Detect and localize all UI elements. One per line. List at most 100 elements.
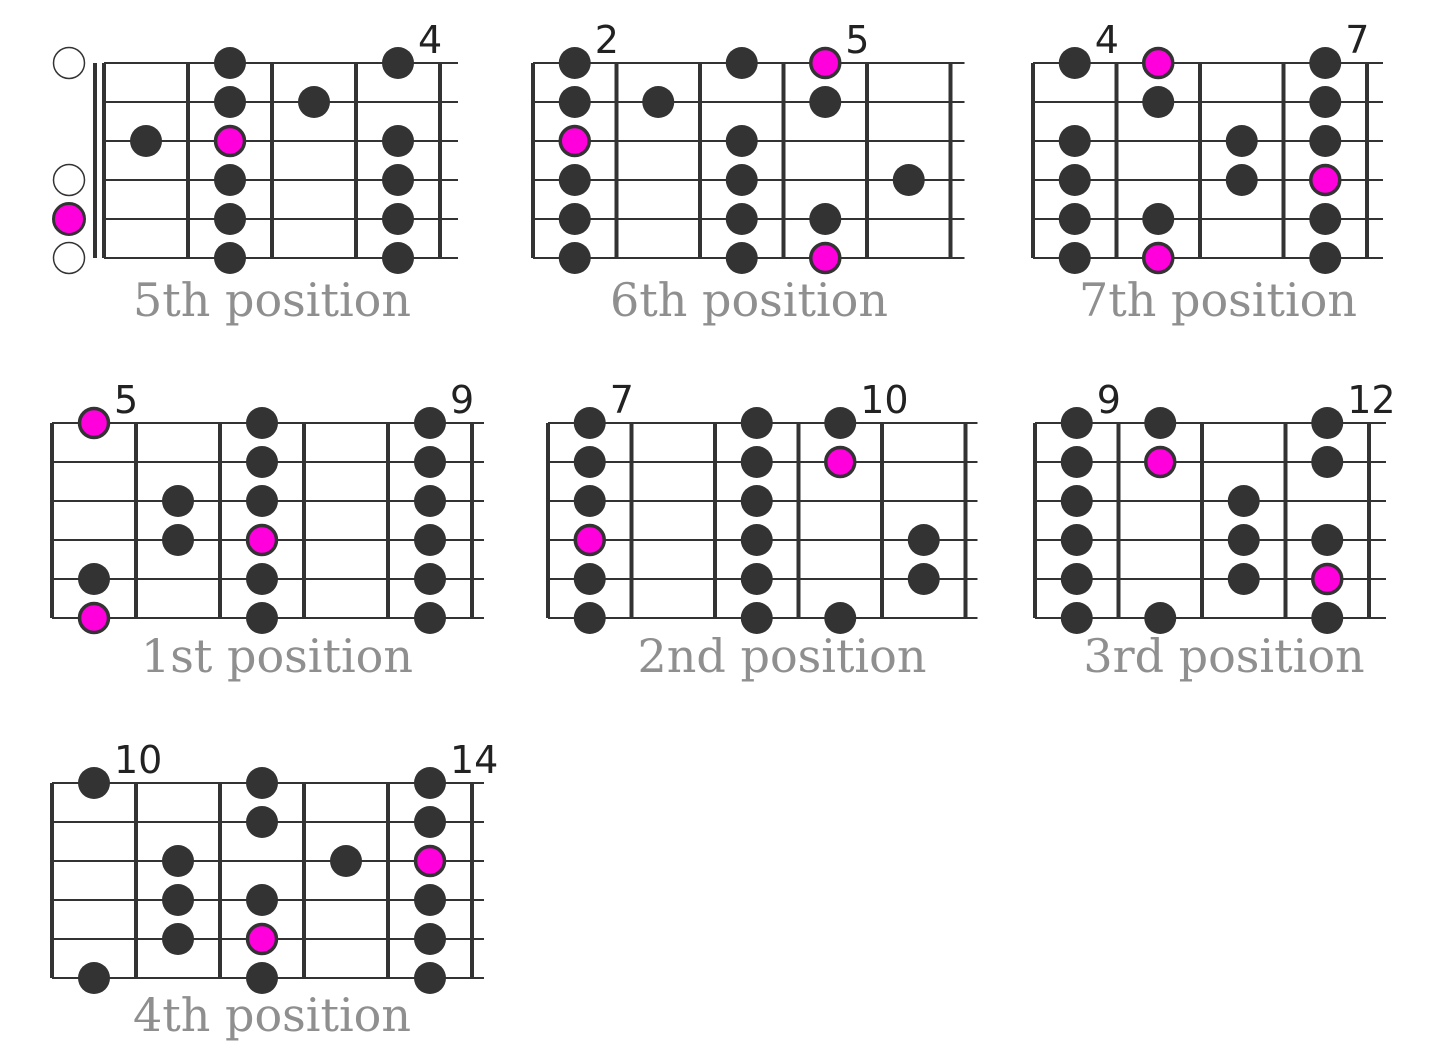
position-label: 6th position — [610, 273, 888, 327]
position-label: 7th position — [1079, 273, 1357, 327]
fretboard-diagram: 9 12 3rd position — [1033, 378, 1396, 683]
note-dot — [573, 563, 606, 595]
fret-number: 14 — [450, 738, 498, 782]
note-dot — [130, 125, 162, 157]
root-note-dot — [1144, 445, 1177, 479]
note-dot — [246, 563, 278, 595]
note-dot — [414, 923, 446, 955]
fret-number: 9 — [1097, 378, 1121, 422]
open-string-marker — [52, 46, 86, 80]
note-dot — [382, 203, 414, 235]
note-dot — [1311, 407, 1344, 439]
note-dot — [382, 125, 414, 157]
root-note-dot — [1309, 163, 1342, 197]
note-dot — [1060, 407, 1093, 439]
note-dot — [382, 47, 414, 79]
note-dot — [1058, 164, 1091, 196]
note-dot — [1142, 86, 1175, 118]
fret-number: 10 — [114, 738, 162, 782]
fretboard-diagram: 4 5th position — [52, 18, 458, 327]
note-dot — [558, 47, 591, 79]
note-dot — [1058, 242, 1091, 274]
fret-number: 2 — [595, 18, 619, 62]
root-note-dot — [809, 241, 842, 275]
note-dot — [1060, 602, 1093, 634]
note-dot — [1060, 446, 1093, 478]
note-dot — [1311, 446, 1344, 478]
note-dot — [1309, 242, 1342, 274]
note-dot — [740, 602, 773, 634]
note-dot — [725, 242, 758, 274]
root-note-dot — [1142, 241, 1175, 275]
note-dot — [214, 86, 246, 118]
note-dot — [414, 446, 446, 478]
note-dot — [1225, 164, 1258, 196]
note-dot — [1311, 602, 1344, 634]
note-dot — [892, 164, 925, 196]
note-dot — [246, 602, 278, 634]
root-note-dot — [573, 523, 606, 557]
note-dot — [414, 563, 446, 595]
note-dot — [1311, 524, 1344, 556]
root-note-dot — [1142, 46, 1175, 80]
position-label: 5th position — [133, 273, 411, 327]
note-dot — [1309, 47, 1342, 79]
note-dot — [214, 203, 246, 235]
note-dot — [414, 962, 446, 994]
note-dot — [1058, 125, 1091, 157]
note-dot — [809, 86, 842, 118]
note-dot — [740, 524, 773, 556]
note-dot — [246, 407, 278, 439]
note-dot — [330, 845, 362, 877]
note-dot — [414, 806, 446, 838]
fretboard-diagram: 5 9 1st position — [50, 378, 484, 683]
note-dot — [824, 407, 857, 439]
note-dot — [298, 86, 330, 118]
note-dot — [246, 485, 278, 517]
note-dot — [1058, 47, 1091, 79]
note-dot — [414, 602, 446, 634]
note-dot — [1060, 563, 1093, 595]
note-dot — [1144, 602, 1177, 634]
note-dot — [382, 164, 414, 196]
note-dot — [740, 446, 773, 478]
note-dot — [740, 563, 773, 595]
root-note-dot — [824, 445, 857, 479]
fret-number: 10 — [860, 378, 908, 422]
fretboard-diagram: 2 5 6th position — [531, 18, 965, 327]
fretboard-diagram: 4 7 7th position — [1031, 18, 1383, 327]
note-dot — [414, 407, 446, 439]
note-dot — [162, 845, 194, 877]
note-dot — [78, 563, 110, 595]
note-dot — [78, 962, 110, 994]
position-label: 4th position — [133, 988, 411, 1042]
note-dot — [246, 884, 278, 916]
note-dot — [1144, 407, 1177, 439]
note-dot — [246, 962, 278, 994]
note-dot — [809, 203, 842, 235]
position-label: 1st position — [141, 629, 413, 683]
note-dot — [725, 47, 758, 79]
note-dot — [78, 767, 110, 799]
root-note-dot — [245, 922, 279, 956]
fret-number: 4 — [418, 18, 442, 62]
note-dot — [1227, 563, 1260, 595]
fret-number: 12 — [1347, 378, 1395, 422]
note-dot — [558, 164, 591, 196]
fret-number: 9 — [450, 378, 474, 422]
note-dot — [246, 446, 278, 478]
note-dot — [1142, 203, 1175, 235]
note-dot — [1309, 203, 1342, 235]
note-dot — [414, 884, 446, 916]
note-dot — [907, 524, 940, 556]
note-dot — [725, 164, 758, 196]
note-dot — [1225, 125, 1258, 157]
note-dot — [414, 524, 446, 556]
note-dot — [382, 242, 414, 274]
note-dot — [214, 47, 246, 79]
root-note-dot — [809, 46, 842, 80]
open-string-root-marker — [52, 202, 86, 236]
open-string-marker — [52, 241, 86, 275]
note-dot — [1309, 125, 1342, 157]
position-label: 3rd position — [1083, 629, 1364, 683]
